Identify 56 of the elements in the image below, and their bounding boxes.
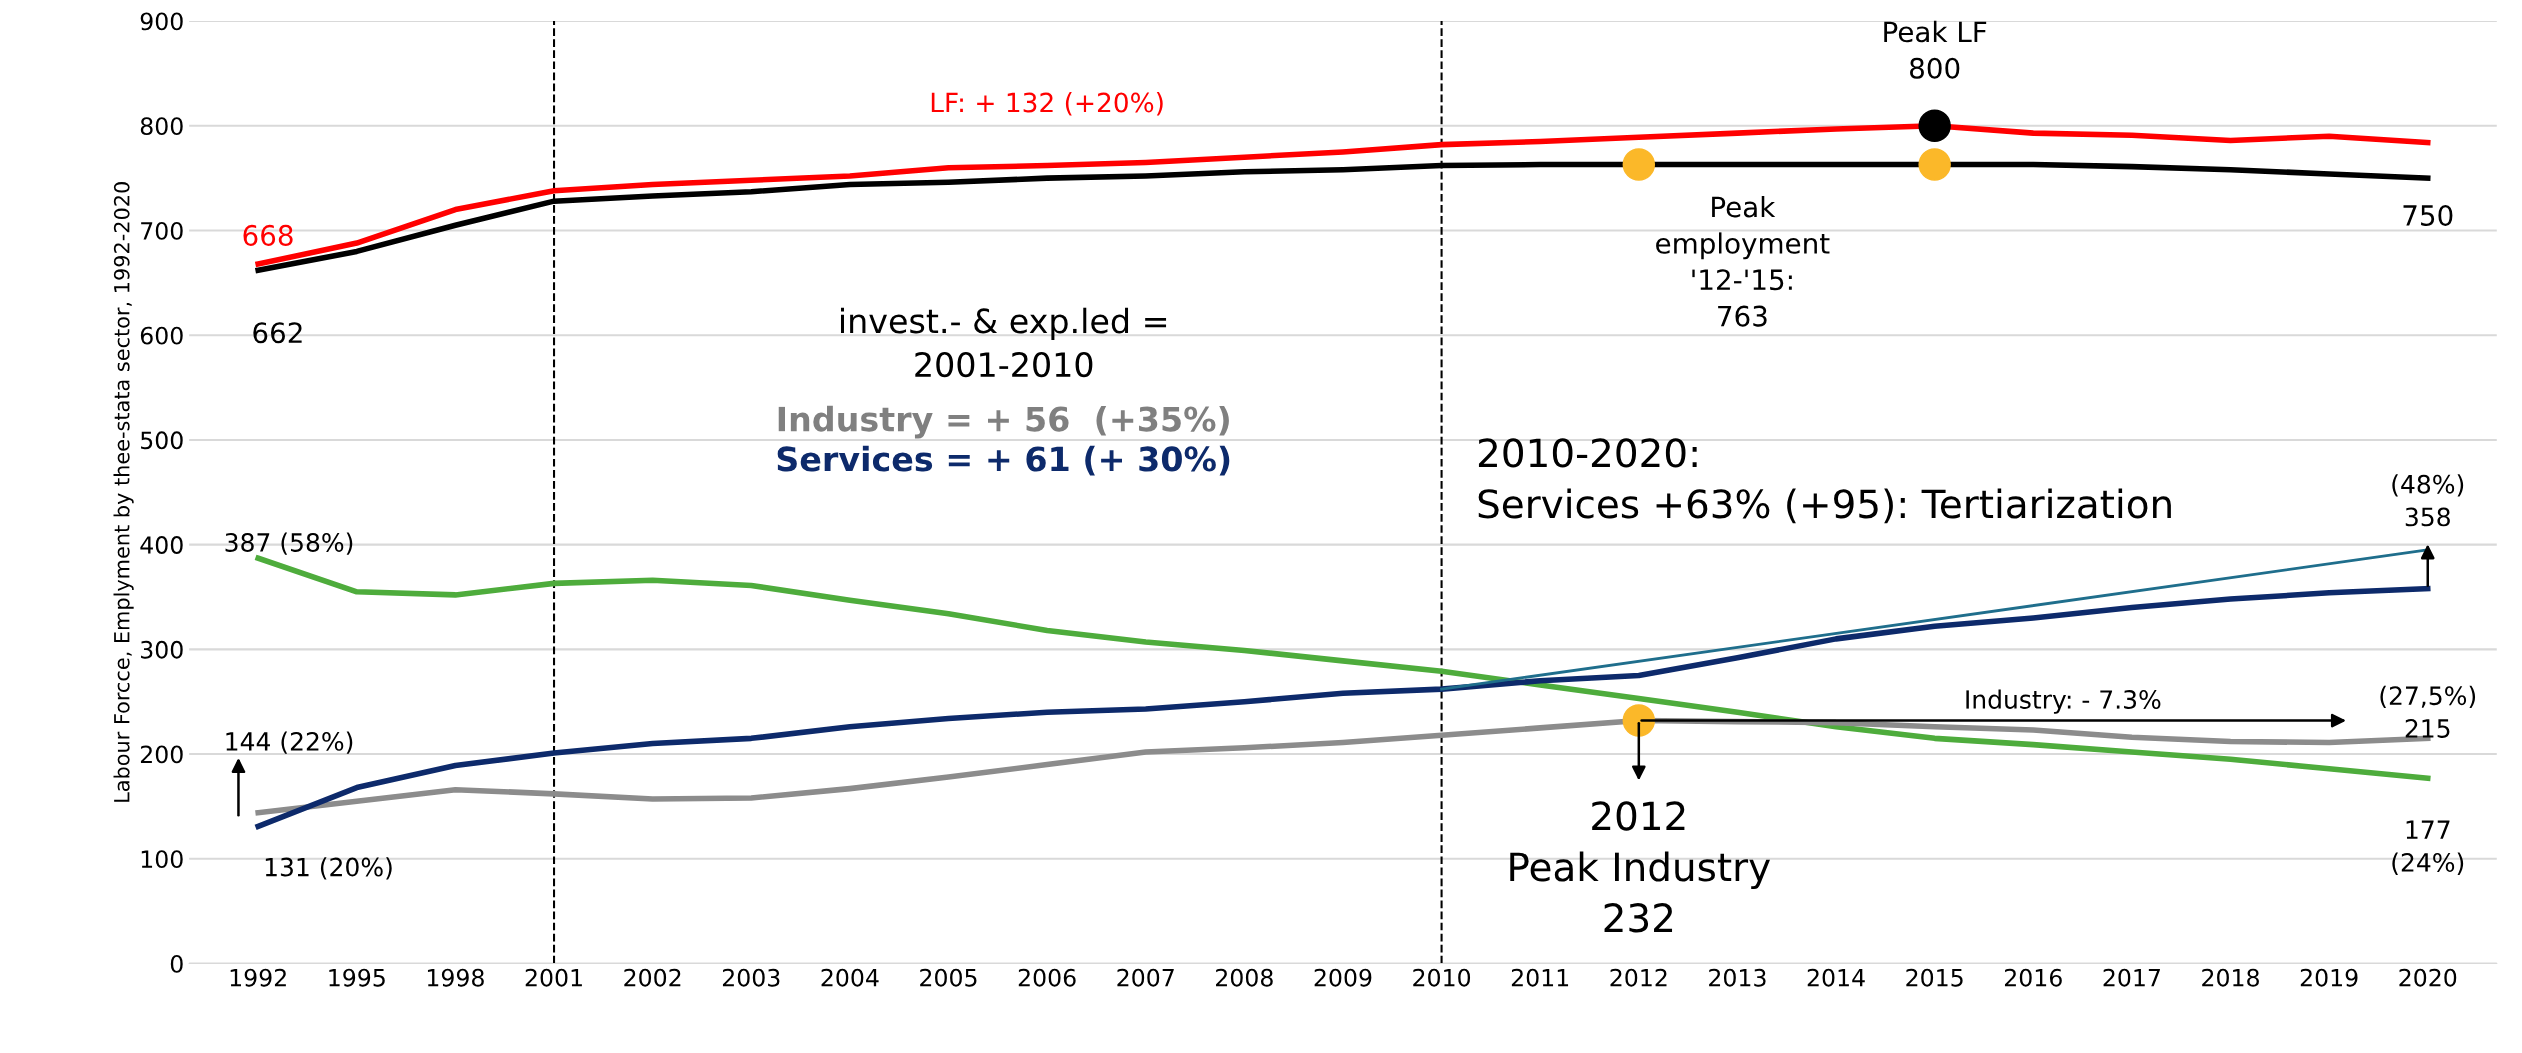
x-tick-label: 2016 — [2004, 968, 2062, 987]
annotation: Services = + 61 (+ 30%) — [777, 445, 1230, 476]
x-tick-label: 2005 — [920, 968, 977, 987]
y-tick-label: 0 — [170, 954, 183, 973]
x-tick-label: 2004 — [821, 968, 879, 987]
x-tick-label: 2018 — [2202, 968, 2259, 987]
annotation: 2010-2020: Services +63% (+95): Tertiarization — [1478, 438, 2171, 524]
y-tick-label: 100 — [141, 850, 183, 869]
annotation: (48%) 358 — [2392, 474, 2464, 527]
y-tick-label: 700 — [141, 221, 183, 240]
point — [1918, 148, 1951, 181]
annotation: Industry: - 7.3% — [1966, 689, 2161, 714]
x-tick-label: 2013 — [1709, 968, 1766, 987]
x-tick-label: 2008 — [1216, 968, 1273, 987]
annotation: Industry = + 56 (+35%) — [778, 405, 1229, 439]
annotation: 144 (22%) — [226, 731, 353, 754]
x-tick-label: 2017 — [2103, 968, 2160, 987]
x-tick-label: 2010 — [1413, 968, 1471, 987]
y-tick-label: 200 — [140, 745, 183, 764]
annotation: LF: + 132 (+20%) — [931, 92, 1163, 116]
y-tick-label: 900 — [140, 12, 183, 31]
annotation: Peak LF 800 — [1884, 20, 1987, 79]
x-tick-label: 2009 — [1314, 968, 1372, 987]
annotation: (27,5%) 215 — [2380, 685, 2476, 738]
y-tick-label: 400 — [140, 536, 183, 554]
x-tick-label: 2012 — [1610, 968, 1667, 987]
x-tick-label: 2002 — [624, 968, 681, 987]
annotation: 131 (20%) — [265, 857, 392, 880]
x-tick-label: 2015 — [1906, 968, 1963, 987]
annotation: 2012 Peak Industry 232 — [1510, 801, 1770, 933]
x-tick-label: 1998 — [427, 968, 484, 987]
x-tick-label: 2001 — [525, 968, 582, 987]
x-tick-label: 1995 — [329, 968, 385, 987]
annotation: 750 — [2403, 204, 2453, 226]
y-tick-label: 500 — [141, 431, 183, 450]
x-tick-label: 1992 — [230, 968, 286, 987]
annotation: Peak employment '12-'15: 763 — [1656, 195, 1830, 327]
x-tick-label: 2006 — [1018, 968, 1076, 987]
y-tick-label: 300 — [141, 640, 183, 659]
x-tick-label: 2020 — [2399, 968, 2457, 987]
annotation: 177 (24%) — [2392, 820, 2464, 875]
x-tick-label: 2003 — [722, 968, 780, 987]
y-tick-label: 800 — [140, 117, 183, 136]
point — [1918, 109, 1951, 142]
y-tick-label: 600 — [140, 326, 183, 345]
annotation: invest.- & exp.led = 2001-2010 — [841, 307, 1167, 378]
point — [1622, 704, 1656, 737]
point — [1622, 148, 1656, 181]
annotation: 662 — [253, 322, 302, 344]
y-axis-title: Labour Forcce, Emplyment by thee-stata sector, 1992-2020 — [113, 182, 134, 802]
annotation: 668 — [243, 224, 293, 246]
annotation: 387 (58%) — [225, 532, 353, 555]
x-tick-label: 2007 — [1117, 968, 1174, 987]
x-tick-label: 2011 — [1511, 968, 1569, 987]
x-tick-label: 2019 — [2300, 968, 2358, 987]
x-tick-label: 2014 — [1807, 968, 1865, 987]
